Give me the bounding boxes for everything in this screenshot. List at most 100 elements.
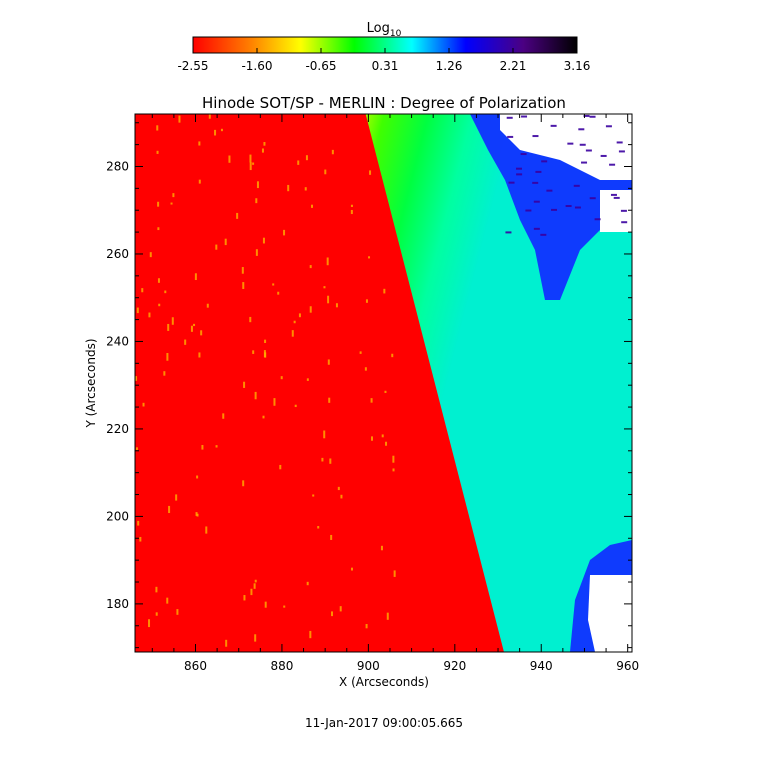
x-axis-title: X (Arcseconds) [339,675,429,689]
fleck [359,351,362,354]
fleck [283,605,286,608]
fleck [243,381,246,388]
fleck [368,256,371,259]
fleck [184,339,187,345]
fleck [163,371,166,376]
fleck-dark [550,124,557,127]
fleck [166,597,169,604]
fleck [135,376,138,381]
fleck [350,567,353,571]
fleck [142,402,145,407]
fleck [277,291,280,295]
fleck [263,142,266,146]
fleck [304,187,307,191]
fleck [252,350,255,354]
fleck [324,169,327,175]
fleck [250,588,253,596]
fleck-dark [610,193,617,196]
fleck [392,455,395,463]
fleck-dark [579,143,586,146]
fleck-dark [594,218,601,221]
fleck [327,359,330,365]
fleck-dark [589,197,596,200]
fleck [236,212,239,219]
x-tick-label: 900 [357,659,380,673]
fleck [254,391,257,400]
fleck [242,480,245,487]
x-axis-ticks: 860 880 900 920 940 960 [151,114,639,673]
fleck [310,204,313,208]
fleck-dark [605,125,612,128]
fleck [168,505,171,514]
heatmap-blank-right [600,190,632,232]
fleck [261,148,264,153]
heatmap-flecks [135,114,628,647]
fleck [137,520,140,526]
fleck [224,238,227,246]
fleck [249,162,252,171]
x-tick-label: 940 [530,659,553,673]
fleck-dark [609,163,616,166]
fleck-dark [532,181,539,184]
fleck [215,445,218,448]
fleck [297,160,300,165]
fleck [323,286,326,289]
fleck [157,227,160,231]
fleck [141,288,144,293]
fleck [309,630,312,639]
fleck-dark [589,115,596,118]
fleck-dark [532,135,539,138]
fleck [369,170,372,175]
fleck [392,468,395,472]
fleck [252,162,255,165]
fleck [294,404,297,408]
fleck [339,606,342,612]
y-axis-ticks: 180 200 220 240 260 280 [106,122,632,649]
fleck [198,179,201,184]
y-tick-label: 200 [106,509,129,523]
timestamp: 11-Jan-2017 09:00:05.665 [305,716,463,730]
fleck [330,534,333,540]
fleck-dark [535,170,542,173]
fleck [317,526,320,529]
fleck [149,252,152,258]
fleck-dark [506,116,513,119]
fleck [195,512,198,516]
fleck [135,447,138,450]
fleck [291,330,294,337]
fleck [306,378,309,381]
fleck-dark [621,221,628,224]
fleck [243,595,246,601]
fleck [222,413,225,419]
fleck [309,306,312,313]
heatmap-blank-bottom [588,575,632,652]
x-tick-label: 880 [270,659,293,673]
colorbar-tick-label: -2.55 [177,59,208,73]
fleck [148,619,151,628]
fleck [283,229,286,236]
fleck [365,299,368,303]
fleck-dark [540,233,547,236]
fleck [194,273,197,281]
fleck [329,458,332,464]
fleck [380,545,383,551]
fleck [205,526,208,534]
fleck [309,265,312,269]
fleck-dark [525,209,532,212]
fleck [305,155,308,161]
fleck [370,436,373,441]
fleck [196,475,199,479]
fleck [158,303,161,307]
fleck [198,141,201,146]
fleck [171,317,174,325]
fleck-dark [521,115,528,118]
fleck [198,352,201,358]
fleck [331,611,334,617]
fleck [323,430,326,439]
fleck [193,323,196,327]
y-tick-label: 220 [106,422,129,436]
fleck [156,125,159,131]
fleck [225,639,228,647]
fleck [166,352,169,361]
